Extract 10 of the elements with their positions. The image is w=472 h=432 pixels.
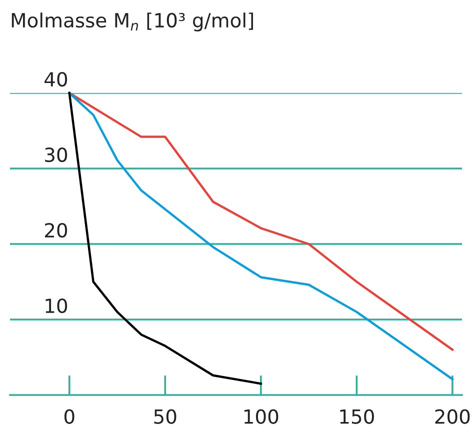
x-tick-label: 200 — [435, 409, 470, 424]
x-tick-label: 50 — [154, 409, 176, 424]
y-tick-label: 30 — [45, 147, 68, 162]
x-tick-label: 0 — [64, 409, 74, 424]
x-tick-label: 150 — [340, 409, 374, 424]
y-tick-label: 40 — [44, 72, 68, 87]
y-tick-label: 20 — [45, 222, 68, 238]
y-tick-label: 10 — [46, 298, 68, 314]
x-tick-label: 100 — [244, 409, 278, 424]
y-axis-title: Molmasse M$_{n}$ [10³ g/mol] — [12, 12, 253, 32]
